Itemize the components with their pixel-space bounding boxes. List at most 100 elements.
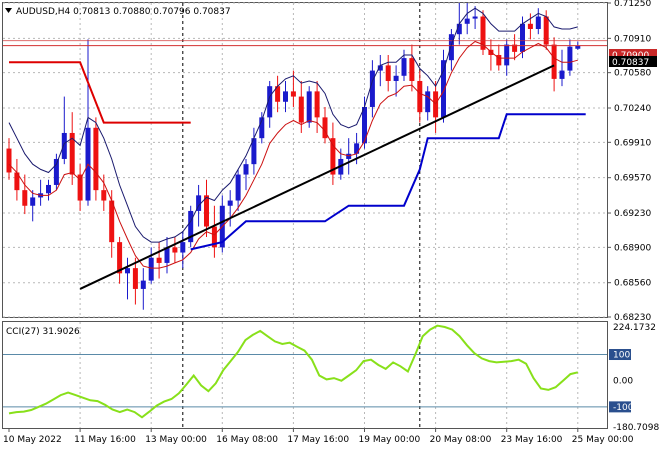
price-tick-label: 0.70910: [614, 34, 651, 44]
price-tick-label: 0.68230: [614, 313, 651, 323]
candle-body: [14, 172, 20, 191]
indicator-lines: [3, 7, 607, 419]
candle-body: [393, 75, 399, 81]
candle-body: [164, 247, 170, 263]
cci-label: CCI(27) 31.9026: [6, 327, 80, 337]
candle-body: [567, 46, 573, 71]
hidden-price-tag: [609, 49, 657, 60]
candle-body: [69, 132, 75, 175]
candle-body: [512, 44, 518, 52]
candle-body: [172, 247, 178, 253]
candle-body: [180, 242, 186, 253]
candle-body: [448, 34, 454, 61]
envelope-lower-line: [8, 40, 578, 269]
candle-body: [354, 143, 360, 154]
price-tick-label: 0.68560: [614, 279, 651, 289]
candle-body: [140, 280, 146, 289]
current-price-label: 0.70837: [612, 58, 649, 68]
candle-body: [188, 210, 194, 243]
time-tick-label: 17 May 16:00: [287, 435, 349, 445]
candle-body: [235, 174, 241, 201]
candle-body: [298, 96, 304, 123]
candle-body: [456, 23, 462, 35]
candle-body: [559, 70, 565, 79]
candle-body: [575, 45, 581, 49]
candle-body: [211, 226, 217, 248]
cci-level-tag: [609, 401, 631, 413]
candle-body: [61, 132, 67, 159]
candle-body: [346, 153, 352, 159]
candle-body: [330, 138, 336, 175]
candle-body: [6, 148, 12, 173]
candle-body: [417, 80, 423, 113]
trendline: [79, 64, 555, 290]
grid: [3, 2, 607, 428]
cci-tick-label: 0.00: [613, 377, 633, 387]
price-tick-label: 0.70240: [614, 104, 651, 114]
stop-upper-line: [9, 61, 191, 124]
cci-tick-label: 100: [613, 351, 630, 361]
time-tick-label: 13 May 00:00: [145, 435, 207, 445]
candle-body: [401, 58, 407, 76]
candle-body: [46, 184, 51, 194]
triangle-down-icon[interactable]: [5, 8, 12, 13]
cci-tick-label: -180.7098: [613, 423, 659, 433]
candle-body: [496, 54, 502, 66]
candle-body: [377, 65, 383, 71]
candle-body: [409, 58, 415, 81]
symbol-header: AUDUSD,H4 0.70813 0.70880 0.70796 0.7083…: [16, 7, 231, 17]
candle-body: [251, 138, 257, 165]
candle-body: [109, 200, 115, 243]
candle-body: [243, 164, 249, 175]
candle-body: [22, 190, 28, 206]
candle-body: [77, 174, 83, 201]
candle-body: [480, 16, 486, 50]
candle-body: [551, 44, 557, 79]
candle-body: [520, 23, 525, 52]
candle-body: [283, 91, 288, 102]
candle-body: [196, 195, 202, 211]
price-tick-label: 0.69230: [614, 209, 651, 219]
candle-body: [275, 86, 281, 102]
cci-line: [8, 324, 579, 419]
current-price-tag: [609, 56, 657, 67]
price-tick-label: 0.69910: [614, 138, 651, 148]
candle-body: [362, 106, 367, 144]
candle-body: [472, 16, 478, 19]
candle-body: [314, 91, 320, 118]
candle-body: [385, 65, 391, 81]
price-tick-label: 0.70580: [614, 69, 651, 79]
price-tick-label: 0.69570: [614, 174, 651, 184]
candle-body: [227, 200, 233, 206]
candle-body: [93, 127, 99, 191]
time-tick-label: 19 May 00:00: [359, 435, 421, 445]
candle-body: [259, 117, 265, 139]
candle-body: [441, 60, 446, 118]
time-tick-label: 23 May 16:00: [501, 435, 563, 445]
candle-body: [30, 197, 36, 206]
cci-tick-label: 224.1732: [613, 323, 656, 333]
candle-body: [132, 268, 138, 289]
candle-body: [290, 91, 296, 97]
time-tick-label: 25 May 00:00: [572, 435, 634, 445]
stop-lower-line: [190, 113, 586, 251]
candle-body: [125, 268, 130, 274]
candle-body: [535, 16, 541, 29]
envelope-upper-line: [8, 7, 578, 243]
cci-tick-label: -100: [613, 403, 634, 413]
candle-body: [369, 70, 375, 107]
candle-body: [101, 190, 107, 201]
candle-body: [53, 158, 59, 185]
candle-body: [204, 195, 209, 227]
time-tick-label: 16 May 08:00: [216, 435, 278, 445]
time-tick-label: 10 May 2022: [3, 435, 62, 445]
candle-body: [527, 23, 533, 29]
candle-body: [464, 18, 470, 24]
candle-body: [425, 91, 431, 113]
candle-body: [148, 257, 154, 281]
cci-level-tag: [609, 349, 631, 361]
price-tick-label: 0.71250: [614, 0, 651, 9]
axes: 0.71250 0.70910 0.70580 0.70240 0.69910 0.695…: [3, 0, 659, 445]
